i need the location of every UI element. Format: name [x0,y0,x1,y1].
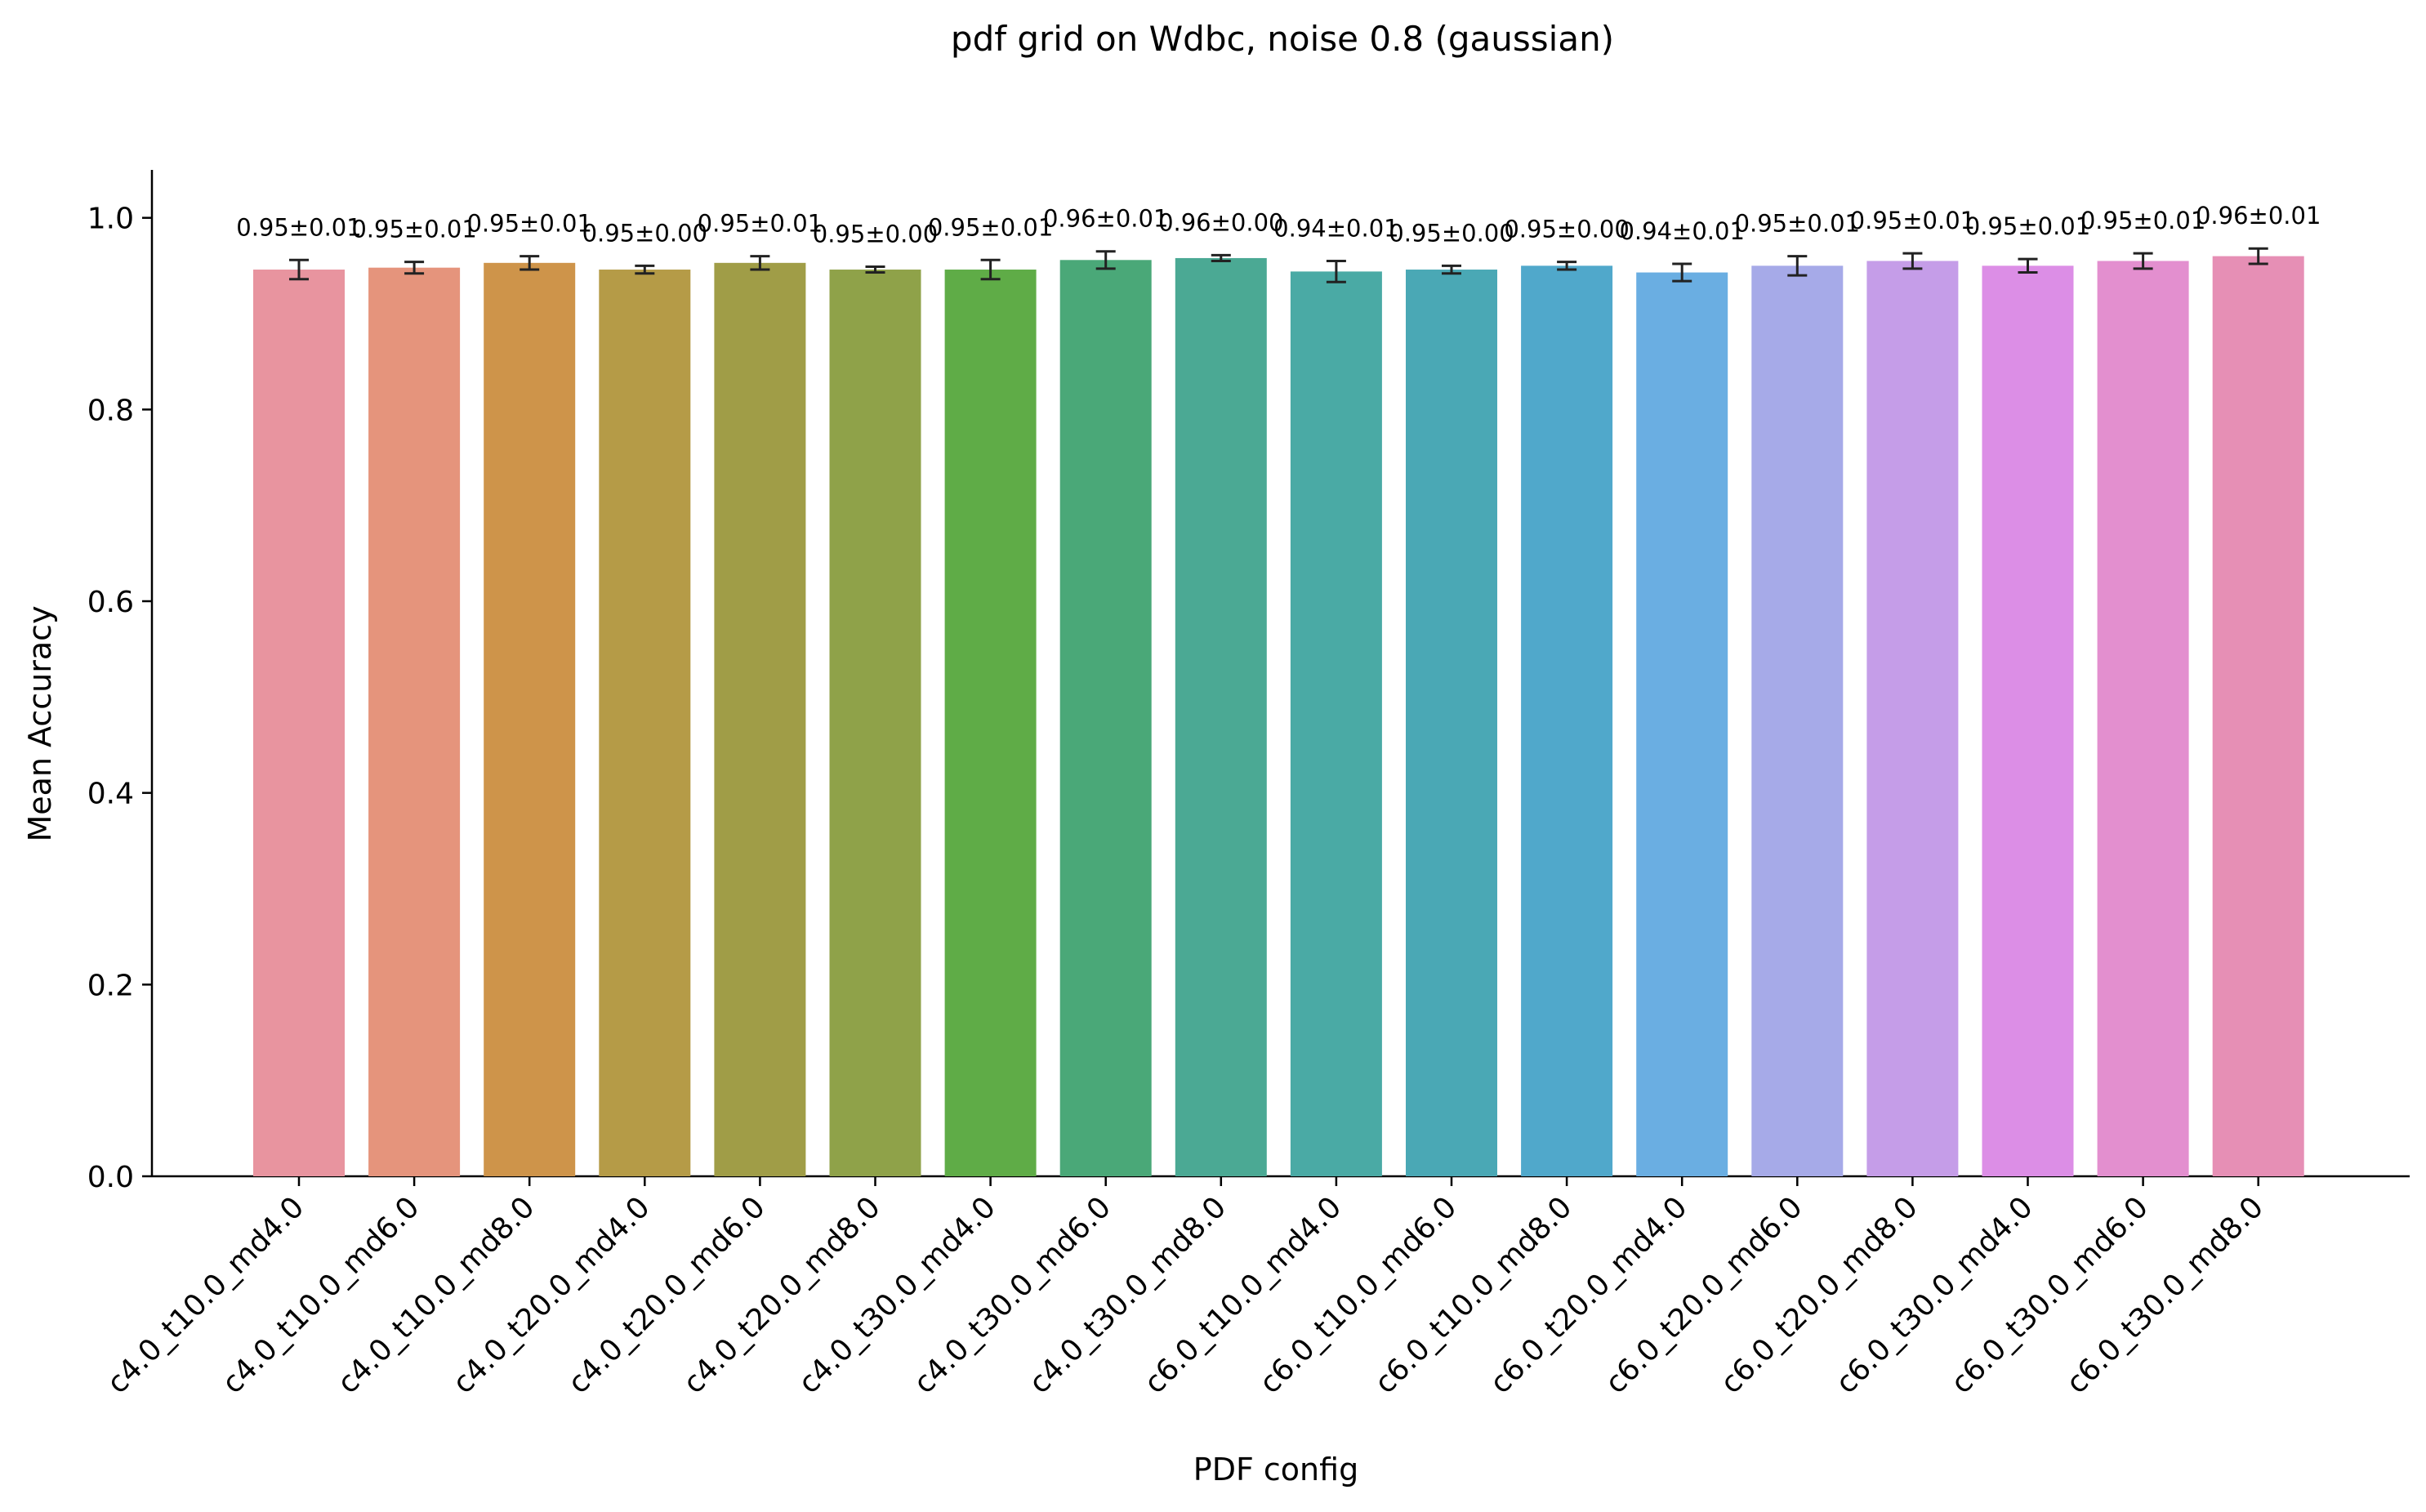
bar [2212,256,2304,1177]
x-tick-label: c4.0_t30.0_md6.0 [908,1190,1117,1400]
y-tick-label: 0.2 [87,969,134,1002]
data-label: 0.96±0.01 [1043,205,1168,233]
x-tick-label: c4.0_t10.0_md4.0 [100,1190,310,1400]
bar [1406,270,1497,1177]
data-label: 0.94±0.01 [1273,214,1398,242]
bar [484,262,576,1176]
x-axis-label: PDF config [1193,1452,1358,1487]
data-label: 0.95±0.01 [698,210,823,238]
x-tick-label: c6.0_t30.0_md4.0 [1830,1190,2040,1400]
bar [2097,261,2189,1176]
y-tick-label: 0.0 [87,1161,134,1194]
bar [1982,265,2074,1176]
x-tick-label: c6.0_t10.0_md4.0 [1138,1190,1348,1400]
x-tick-label: c6.0_t20.0_md8.0 [1715,1190,1924,1400]
bar [829,270,921,1177]
x-tick-label: c4.0_t20.0_md4.0 [447,1190,657,1400]
y-tick-label: 0.4 [87,778,134,811]
data-label: 0.95±0.00 [813,221,938,248]
x-tick-label: c6.0_t30.0_md8.0 [2060,1190,2270,1400]
data-label: 0.95±0.01 [1965,212,2090,240]
y-tick-label: 1.0 [87,203,134,236]
y-axis-label: Mean Accuracy [22,605,58,841]
bar [1175,257,1267,1176]
data-label: 0.95±0.01 [1735,210,1860,238]
bar [944,270,1037,1177]
data-label: 0.96±0.01 [2196,202,2321,230]
data-label: 0.94±0.01 [1619,217,1744,245]
data-label: 0.95±0.01 [351,216,476,243]
bar [1059,260,1152,1176]
x-tick-label: c6.0_t20.0_md6.0 [1599,1190,1809,1400]
bar [1866,261,1959,1176]
bar [1290,271,1382,1177]
data-label: 0.95±0.01 [466,210,591,238]
bar [1751,265,1844,1176]
x-tick-label: c4.0_t30.0_md4.0 [792,1190,1002,1400]
y-tick-label: 0.6 [87,586,134,619]
data-label: 0.96±0.00 [1158,208,1283,236]
x-tick-label: c4.0_t10.0_md6.0 [216,1190,426,1400]
x-tick-label: c6.0_t10.0_md8.0 [1368,1190,1578,1400]
bar [1521,265,1613,1176]
x-tick-label: c6.0_t20.0_md4.0 [1484,1190,1694,1400]
data-label: 0.95±0.00 [582,219,707,247]
data-label: 0.95±0.01 [2080,207,2205,234]
data-label: 0.95±0.01 [928,213,1053,241]
x-tick-label: c6.0_t30.0_md6.0 [1945,1190,2155,1400]
chart-title: pdf grid on Wdbc, noise 0.8 (gaussian) [951,19,1614,59]
data-label: 0.95±0.01 [236,213,361,241]
x-tick-label: c4.0_t30.0_md8.0 [1023,1190,1233,1400]
x-tick-label: c4.0_t10.0_md8.0 [332,1190,542,1400]
bar [714,262,806,1176]
x-tick-label: c4.0_t20.0_md8.0 [677,1190,887,1400]
data-label: 0.95±0.00 [1389,219,1514,247]
plot-area: 0.0 0.2 0.4 0.6 0.8 1.0 0.95±0.01 c4.0_t10.0_md… [87,170,2410,1400]
data-label: 0.95±0.00 [1504,216,1629,243]
x-tick-label: c4.0_t20.0_md6.0 [562,1190,772,1400]
x-tick-label: c6.0_t10.0_md6.0 [1253,1190,1463,1400]
bar [368,267,461,1177]
bar [1636,272,1728,1177]
bar [253,270,345,1177]
bar [599,270,691,1177]
y-tick-label: 0.8 [87,394,134,427]
data-label: 0.95±0.01 [1850,207,1975,234]
